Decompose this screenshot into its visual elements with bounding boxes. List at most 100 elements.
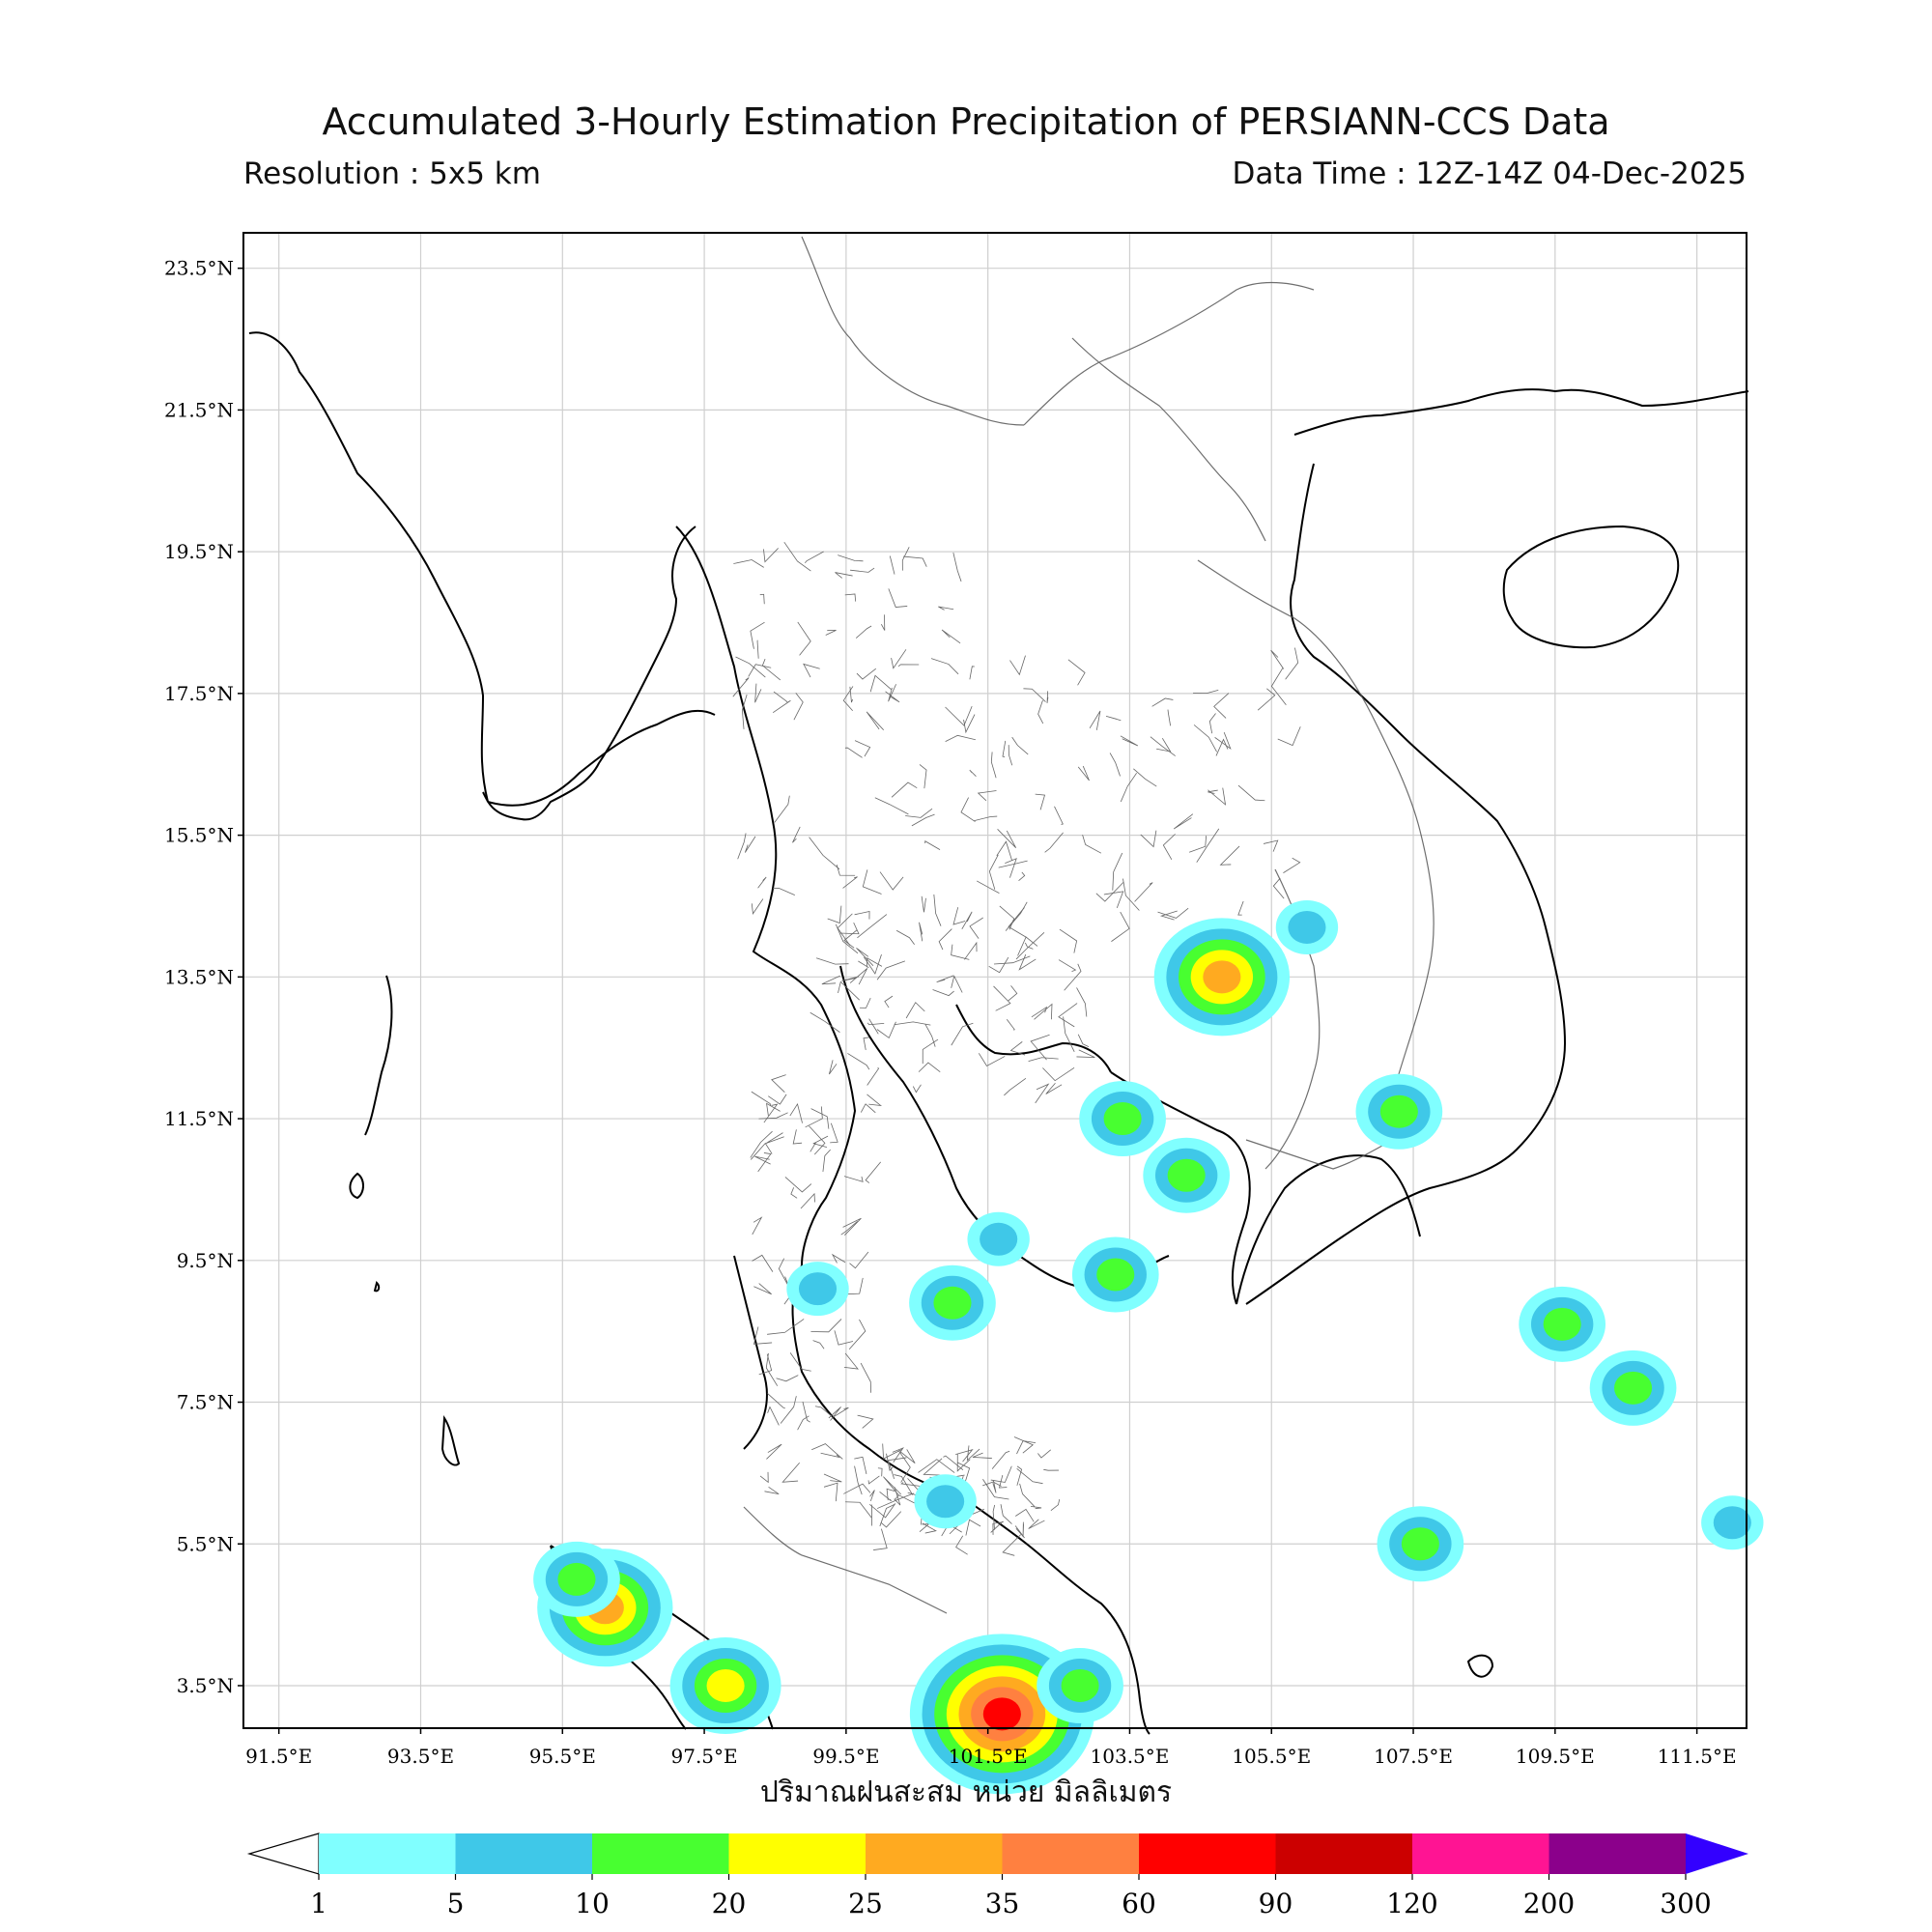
rain-cell [1401, 1527, 1439, 1561]
province-border [876, 1492, 914, 1509]
province-border [951, 1022, 974, 1046]
province-border [988, 854, 999, 890]
province-border [831, 1253, 846, 1264]
province-border [1015, 932, 1045, 960]
province-border [895, 1494, 915, 1504]
thailand-provinces [732, 541, 1301, 1556]
province-border [834, 1330, 854, 1346]
colorbar-swatch [866, 1833, 1003, 1874]
province-border [1159, 910, 1178, 921]
province-border [757, 876, 767, 889]
province-border [891, 781, 918, 798]
colorbar-swatch [1002, 1833, 1139, 1874]
province-border [998, 860, 1028, 868]
province-border [841, 976, 859, 981]
province-border [844, 1277, 864, 1295]
province-border [978, 1053, 1006, 1066]
province-border [1044, 832, 1064, 853]
province-border [836, 865, 856, 876]
province-border [938, 606, 954, 611]
province-border [960, 797, 976, 822]
province-border [1122, 878, 1140, 911]
colorbar-swatch [1548, 1833, 1686, 1874]
province-border [771, 1074, 786, 1093]
province-border [1103, 891, 1124, 909]
lat-tick-label: 11.5°N [164, 1107, 234, 1130]
province-border [1024, 942, 1034, 950]
province-border [733, 559, 764, 568]
province-border [1173, 813, 1194, 830]
province-border [768, 1094, 787, 1105]
colorbar-swatch [1412, 1833, 1549, 1874]
province-border [880, 1511, 902, 1528]
province-border [1011, 736, 1029, 755]
province-border [848, 1319, 867, 1350]
map-frame [242, 232, 1747, 1729]
province-border [830, 1122, 838, 1144]
colorbar-swatch [1275, 1833, 1412, 1874]
province-border [765, 1132, 784, 1145]
province-border [919, 764, 927, 789]
province-border [1077, 765, 1090, 781]
province-border [1037, 1449, 1052, 1459]
province-border [956, 1462, 971, 1487]
province-border [823, 1482, 838, 1502]
province-border [884, 995, 894, 1009]
province-border [842, 686, 854, 711]
province-border [1046, 691, 1049, 703]
province-border [1009, 655, 1026, 676]
lon-tick-label: 95.5°E [529, 1745, 596, 1768]
rain-cell [1543, 1307, 1581, 1341]
lon-tick-label: 105.5°E [1232, 1745, 1311, 1768]
province-border [1002, 1534, 1021, 1556]
province-border [854, 910, 870, 920]
province-border [776, 1375, 799, 1382]
province-border [1150, 736, 1176, 756]
province-border [1082, 835, 1102, 854]
rain-cell [1614, 1371, 1653, 1405]
province-border [866, 711, 885, 730]
province-border [963, 714, 976, 734]
province-border [867, 1094, 883, 1107]
province-border [976, 880, 1000, 895]
province-border [849, 968, 868, 985]
province-border [748, 664, 772, 677]
province-border [1016, 1465, 1023, 1486]
province-border [858, 960, 869, 969]
province-border [952, 553, 962, 582]
province-border [797, 1415, 810, 1431]
colorbar-label: ปริมาณฝนสะสม หน่วย มิลลิเมตร [759, 1776, 1173, 1809]
province-border [982, 1479, 1009, 1500]
province-border [924, 840, 941, 850]
province-border [1058, 1003, 1078, 1028]
map-title: Accumulated 3-Hourly Estimation Precipit… [322, 100, 1610, 143]
lon-tick-label: 101.5°E [949, 1745, 1028, 1768]
province-border [843, 1176, 864, 1182]
province-border [879, 1491, 892, 1502]
province-border [754, 683, 762, 703]
province-border [835, 923, 859, 954]
province-border [759, 1471, 769, 1484]
province-border [820, 1452, 841, 1459]
province-border [977, 790, 997, 802]
province-border [752, 1216, 763, 1236]
province-border [1213, 693, 1230, 719]
province-border [1133, 768, 1157, 787]
province-border [921, 895, 926, 913]
province-border [1111, 911, 1130, 942]
province-border [903, 555, 927, 567]
province-border [1067, 659, 1086, 686]
province-border [849, 1251, 869, 1269]
province-border [1008, 985, 1018, 1002]
province-border [823, 1473, 842, 1483]
province-border [793, 693, 804, 721]
province-border [840, 1220, 858, 1236]
province-border [789, 1102, 803, 1123]
province-border [895, 929, 915, 945]
lon-tick-label: 93.5°E [387, 1745, 454, 1768]
province-border [905, 1002, 925, 1019]
province-border [1162, 834, 1176, 860]
province-border [844, 747, 863, 758]
